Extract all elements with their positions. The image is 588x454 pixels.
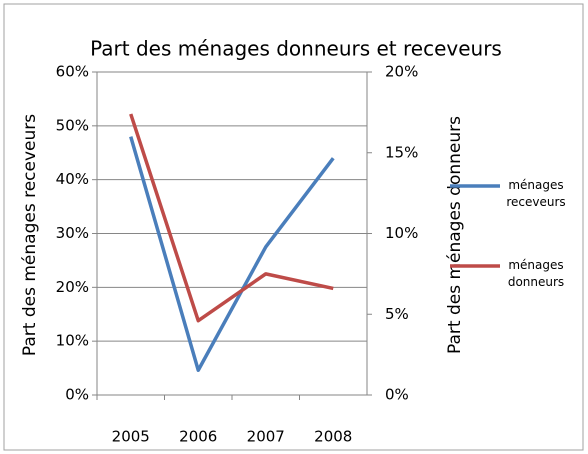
chart-title: Part des ménages donneurs et receveurs — [90, 37, 502, 61]
y-tick-label: 0% — [65, 386, 89, 404]
series-line — [129, 113, 334, 323]
x-tick-label: 2008 — [314, 428, 352, 446]
y2-tick-label: 10% — [385, 224, 418, 242]
y2-tick-label: 5% — [385, 305, 409, 323]
y-tick-label: 20% — [56, 278, 89, 296]
chart-border — [3, 3, 584, 451]
y-tick-label: 40% — [56, 170, 89, 188]
legend-label: ménages donneurs — [507, 258, 565, 289]
y-tick-label: 30% — [56, 224, 89, 242]
x-tick-label: 2005 — [112, 428, 150, 446]
x-tick-label: 2006 — [179, 428, 217, 446]
y2-axis-title: Part des ménages donneurs — [445, 116, 465, 354]
y2-tick-label: 15% — [385, 143, 418, 161]
series-line — [129, 136, 335, 372]
y-tick-label: 50% — [56, 116, 89, 134]
x-tick-label: 2007 — [247, 428, 285, 446]
y-tick-label: 10% — [56, 332, 89, 350]
y-axis-title: Part des ménages receveurs — [20, 114, 40, 356]
y-tick-label: 60% — [56, 63, 89, 81]
legend-label: ménages receveurs — [506, 178, 566, 209]
y2-tick-label: 0% — [385, 386, 409, 404]
y2-tick-label: 20% — [385, 63, 418, 81]
